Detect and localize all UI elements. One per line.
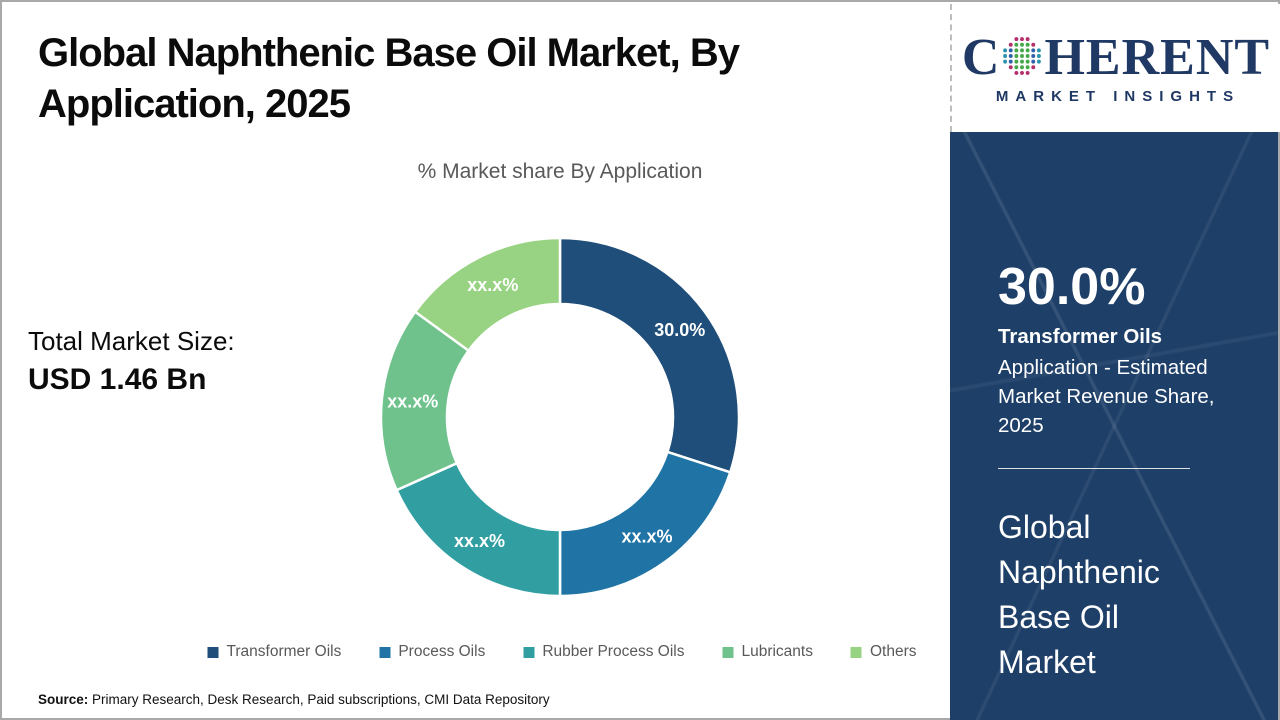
- globe-dot: [1009, 47, 1014, 52]
- globe-dot: [1003, 47, 1008, 52]
- legend-label: Lubricants: [741, 643, 813, 660]
- globe-dot: [1020, 53, 1025, 58]
- globe-dot: [1009, 42, 1014, 47]
- legend-label: Transformer Oils: [226, 643, 342, 660]
- source-text: Primary Research, Desk Research, Paid su…: [88, 692, 550, 707]
- legend-swatch: [722, 646, 734, 658]
- globe-dot: [1020, 64, 1025, 69]
- highlight-segment-name: Transformer Oils: [998, 324, 1163, 348]
- donut-slice-others: [413, 236, 562, 352]
- logo-letter-c: C: [961, 28, 1001, 86]
- globe-dot: [1031, 42, 1036, 47]
- globe-dot: [1014, 47, 1019, 52]
- legend-label: Process Oils: [398, 643, 486, 660]
- legend-item-rubber-process-oils: Rubber Process Oils: [523, 643, 684, 661]
- source-label: Source:: [38, 692, 89, 707]
- panel-divider: [998, 467, 1190, 469]
- legend-swatch: [207, 646, 219, 658]
- globe-dot: [1031, 53, 1036, 58]
- dotted-globe-icon: [1003, 36, 1042, 75]
- globe-dot: [1026, 47, 1031, 52]
- globe-dot: [1009, 53, 1014, 58]
- globe-dot: [1014, 36, 1019, 41]
- globe-dot: [1020, 70, 1025, 75]
- page-title: Global Naphthenic Base Oil Market, By Ap…: [38, 31, 740, 126]
- globe-dot: [1026, 70, 1031, 75]
- globe-dot: [1026, 42, 1031, 47]
- total-market-size-block: Total Market Size: USD 1.46 Bn: [28, 326, 235, 397]
- source-note: Source: Primary Research, Desk Research,…: [38, 692, 550, 707]
- globe-dot: [1037, 59, 1042, 64]
- chart-legend: Transformer Oils Process Oils Rubber Proce…: [207, 643, 917, 661]
- highlight-panel-content: 30.0% Transformer Oils Application - Est…: [950, 260, 1278, 685]
- globe-dot: [1020, 36, 1025, 41]
- globe-dot: [1026, 36, 1031, 41]
- donut-slice-rubber-process-oils: [395, 461, 562, 598]
- logo-wordmark: C HERENT: [961, 28, 1271, 86]
- globe-dot: [1031, 64, 1036, 69]
- highlight-panel: 30.0% Transformer Oils Application - Est…: [950, 132, 1278, 720]
- brand-logo: C HERENT MARKET INSIGHTS: [950, 4, 1280, 132]
- globe-dot: [1003, 53, 1008, 58]
- globe-dot: [1037, 53, 1042, 58]
- globe-dot: [1037, 47, 1042, 52]
- logo-subtext: MARKET INSIGHTS: [995, 87, 1241, 105]
- slice-label-transformer-oils: 30.0%: [654, 320, 705, 340]
- market-name: Global Naphthenic Base Oil Market: [998, 508, 1160, 680]
- legend-label: Rubber Process Oils: [542, 643, 685, 660]
- globe-dot: [1009, 64, 1014, 69]
- globe-dot: [1020, 47, 1025, 52]
- legend-item-others: Others: [850, 643, 917, 661]
- globe-dot: [1020, 59, 1025, 64]
- legend-item-lubricants: Lubricants: [722, 643, 813, 661]
- globe-dot: [1026, 53, 1031, 58]
- globe-dot: [1014, 59, 1019, 64]
- globe-dot: [1020, 42, 1025, 47]
- globe-dot: [1014, 70, 1019, 75]
- legend-item-transformer-oils: Transformer Oils: [207, 643, 342, 661]
- total-market-size-value: USD 1.46 Bn: [28, 363, 207, 396]
- slice-label-others: xx.x%: [467, 275, 518, 295]
- slice-label-lubricants: xx.x%: [387, 392, 438, 412]
- total-market-size-label: Total Market Size:: [28, 326, 235, 356]
- donut-chart: 30.0% xx.x% xx.x% xx.x% xx.x%: [360, 215, 760, 615]
- donut-slice-transformer-oils: [558, 236, 741, 474]
- chart-subtitle: % Market share By Application: [417, 160, 703, 183]
- logo-word-rest: HERENT: [1044, 28, 1271, 86]
- highlight-description: Application - Estimated Market Revenue S…: [998, 355, 1215, 437]
- legend-label: Others: [869, 643, 917, 660]
- globe-dot: [1014, 53, 1019, 58]
- globe-dot: [1031, 59, 1036, 64]
- globe-dot: [1031, 47, 1036, 52]
- globe-dot: [1026, 59, 1031, 64]
- slice-label-rubber-process-oils: xx.x%: [454, 531, 505, 551]
- legend-swatch: [523, 646, 535, 658]
- globe-dot: [1014, 64, 1019, 69]
- donut-chart-svg: 30.0% xx.x% xx.x% xx.x% xx.x%: [379, 236, 741, 598]
- legend-item-process-oils: Process Oils: [379, 643, 485, 661]
- globe-dot: [1014, 42, 1019, 47]
- legend-swatch: [850, 646, 862, 658]
- globe-dot: [1003, 59, 1008, 64]
- legend-swatch: [379, 646, 391, 658]
- globe-dot: [1026, 64, 1031, 69]
- globe-dot: [1009, 59, 1014, 64]
- slice-label-process-oils: xx.x%: [621, 527, 672, 547]
- highlight-value: 30.0%: [998, 258, 1146, 316]
- donut-slice-process-oils: [558, 450, 732, 598]
